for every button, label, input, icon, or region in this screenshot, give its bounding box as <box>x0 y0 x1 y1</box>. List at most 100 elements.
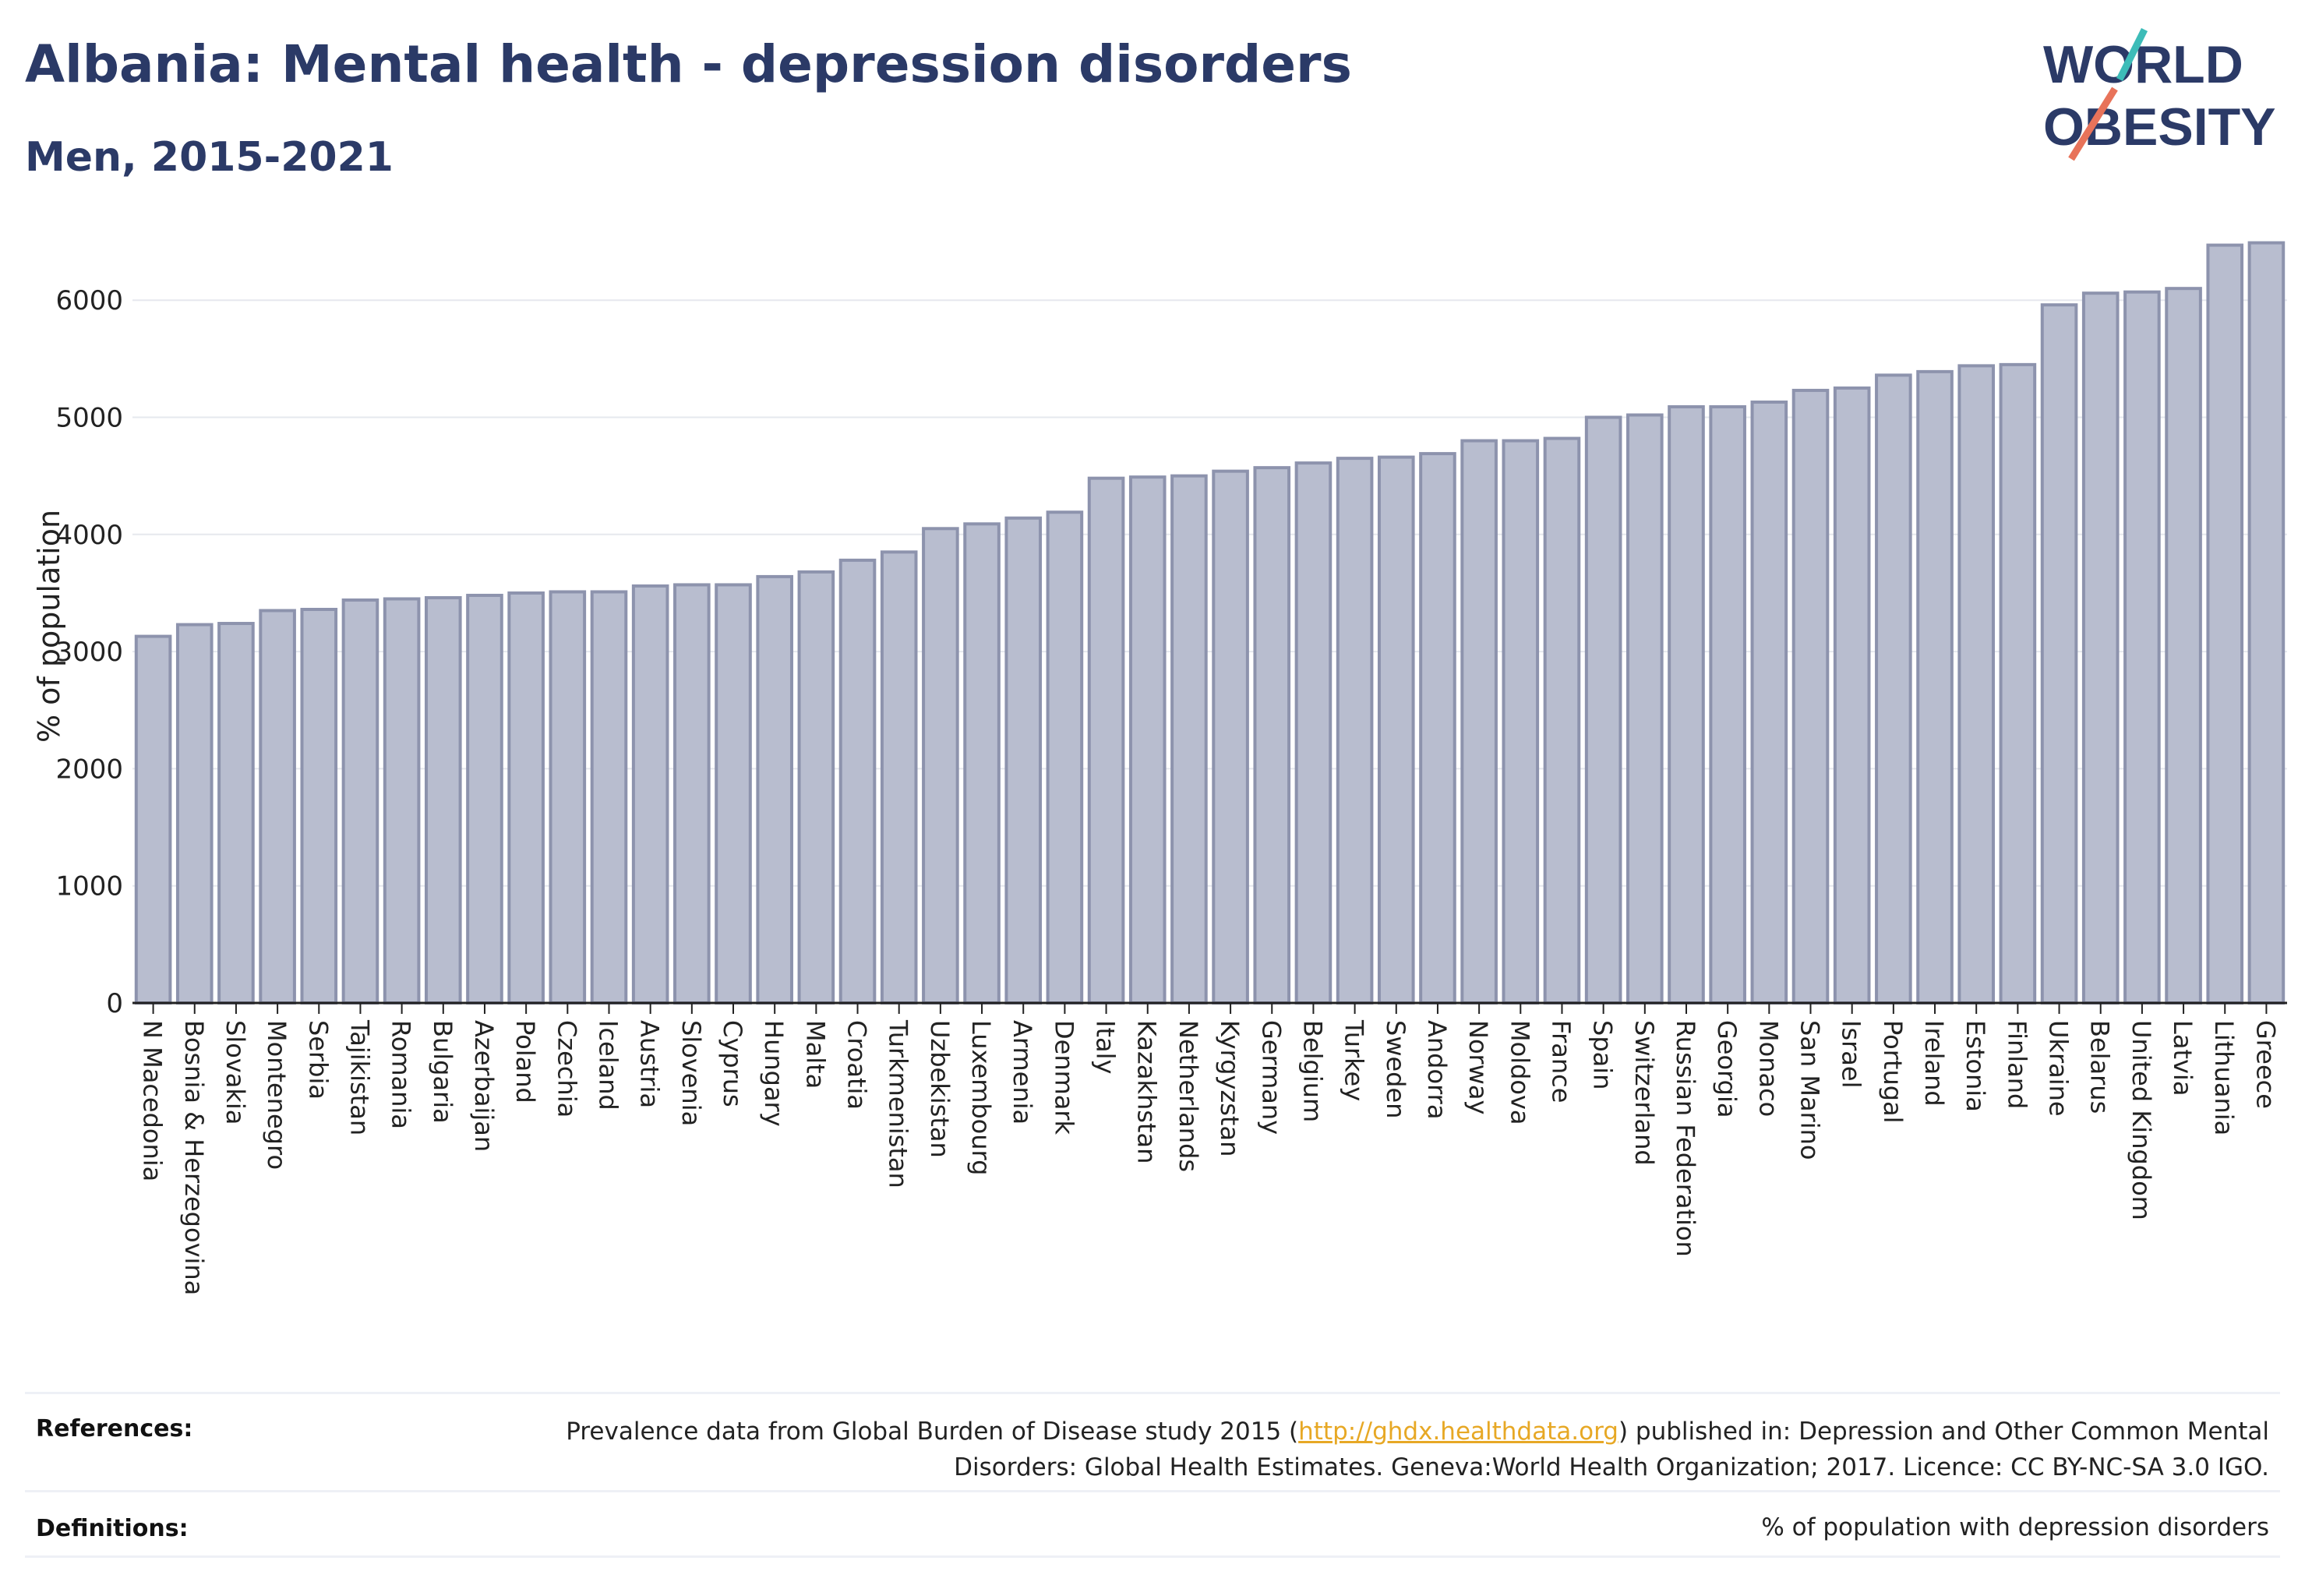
bar <box>922 527 959 1005</box>
y-tick-label: 3000 <box>55 637 123 668</box>
x-tick-label: Estonia <box>1961 1020 1990 1112</box>
x-tick-label: Uzbekistan <box>925 1020 955 1158</box>
chart-title: Albania: Mental health - depression diso… <box>25 34 1352 94</box>
chart-subtitle: Men, 2015-2021 <box>25 134 394 181</box>
bar <box>1957 364 1996 1005</box>
x-tick-label: Bosnia & Herzegovina <box>179 1020 209 1295</box>
bar <box>963 522 1001 1005</box>
x-tick-label: Denmark <box>1049 1020 1078 1135</box>
bar <box>2081 291 2120 1005</box>
bar <box>1419 452 1456 1005</box>
references-label: References: <box>36 1415 193 1442</box>
definitions-text: % of population with depression disorder… <box>1761 1513 2269 1541</box>
bar <box>1294 461 1333 1005</box>
references-link[interactable]: http://ghdx.healthdata.org <box>1298 1418 1618 1446</box>
bar <box>1626 413 1664 1005</box>
x-tick-label: Monaco <box>1753 1020 1783 1117</box>
x-tick-label: Slovakia <box>221 1020 250 1125</box>
footer-divider-bottom <box>25 1555 2280 1558</box>
x-tick-label: Luxembourg <box>966 1020 996 1175</box>
y-axis-ticks: 0 1000 2000 3000 4000 5000 6000 <box>55 285 123 1019</box>
x-tick-label: Slovenia <box>676 1020 706 1126</box>
world-obesity-logo: WORLD OBESITY <box>2043 27 2276 161</box>
bar <box>1460 439 1498 1005</box>
x-tick-label: Croatia <box>842 1020 872 1110</box>
y-tick-label: 6000 <box>55 285 123 316</box>
bar <box>2206 243 2244 1005</box>
x-tick-label: Spain <box>1588 1020 1618 1089</box>
bar <box>838 558 877 1005</box>
bar <box>1709 404 1746 1005</box>
bar <box>1875 373 1912 1005</box>
bar <box>2123 290 2161 1005</box>
bar <box>673 583 711 1005</box>
bar <box>1750 400 1788 1005</box>
x-tick-label: Belarus <box>2085 1020 2115 1114</box>
x-tick-label: Sweden <box>1381 1020 1410 1118</box>
bar <box>797 570 835 1005</box>
x-tick-label: Germany <box>1256 1020 1286 1135</box>
x-axis-ticks: N Macedonia Bosnia & Herzegovina Slovakia M… <box>138 1003 2280 1295</box>
bar <box>466 593 503 1005</box>
x-tick-label: Turkmenistan <box>884 1019 913 1188</box>
bar <box>1791 388 1830 1005</box>
bar <box>424 595 462 1005</box>
bar <box>1584 415 1622 1005</box>
bar-chart: 0 1000 2000 3000 4000 5000 6000 N Macedonia Bos… <box>32 241 2287 1295</box>
y-tick-label: 0 <box>106 988 123 1019</box>
bar <box>1046 510 1084 1005</box>
bar <box>1543 436 1581 1005</box>
y-tick-label: 5000 <box>55 403 123 434</box>
bar <box>1253 466 1291 1005</box>
bar <box>507 591 545 1005</box>
x-tick-label: Armenia <box>1008 1020 1037 1125</box>
x-tick-label: Norway <box>1463 1020 1493 1114</box>
x-tick-label: Netherlands <box>1174 1020 1203 1172</box>
logo-slash-coral <box>2068 87 2118 161</box>
y-tick-label: 2000 <box>55 754 123 785</box>
x-tick-label: Portugal <box>1878 1020 1908 1124</box>
x-tick-label: Poland <box>510 1020 540 1103</box>
x-tick-label: Austria <box>635 1020 665 1108</box>
x-tick-label: Kazakhstan <box>1132 1020 1162 1163</box>
x-tick-label: Andorra <box>1422 1020 1452 1119</box>
x-tick-label: Czechia <box>552 1020 581 1118</box>
x-tick-label: Italy <box>1091 1020 1121 1074</box>
bar <box>259 609 296 1005</box>
x-tick-label: N Macedonia <box>138 1020 168 1181</box>
x-tick-label: Bulgaria <box>428 1020 457 1124</box>
x-tick-label: Belgium <box>1297 1020 1327 1122</box>
x-tick-label: Kyrgyzstan <box>1215 1020 1244 1156</box>
bar <box>134 634 172 1005</box>
x-tick-label: Tajikistan <box>344 1019 374 1135</box>
bar <box>1336 457 1374 1005</box>
x-tick-label: Finland <box>2002 1020 2031 1109</box>
bar <box>715 583 752 1005</box>
bar <box>300 607 338 1005</box>
bar <box>1170 474 1208 1005</box>
x-tick-label: United Kingdom <box>2127 1020 2156 1220</box>
bar <box>1212 469 1249 1005</box>
x-tick-label: France <box>1546 1020 1576 1103</box>
x-tick-label: Serbia <box>303 1020 333 1100</box>
logo-line1: WORLD <box>2043 35 2243 94</box>
logo-slash-teal <box>2116 27 2148 82</box>
footer-divider-middle <box>25 1490 2280 1492</box>
bar <box>2247 241 2286 1005</box>
bar <box>383 597 421 1005</box>
bar <box>2040 303 2078 1005</box>
bar <box>590 590 628 1005</box>
x-tick-label: Cyprus <box>718 1020 747 1107</box>
bar <box>1668 404 1705 1005</box>
x-tick-label: Israel <box>1837 1020 1866 1088</box>
bar <box>1999 362 2037 1005</box>
bar <box>1502 439 1540 1005</box>
x-tick-label: Azerbaijan <box>469 1020 499 1152</box>
x-tick-label: Russian Federation <box>1671 1020 1700 1257</box>
y-axis-label: % of population <box>32 510 66 743</box>
bar <box>631 584 669 1005</box>
references-text: Prevalence data from Global Burden of Di… <box>566 1418 2269 1481</box>
definitions-label: Definitions: <box>36 1515 189 1542</box>
x-tick-label: Georgia <box>1712 1020 1742 1118</box>
bars <box>134 241 2286 1005</box>
